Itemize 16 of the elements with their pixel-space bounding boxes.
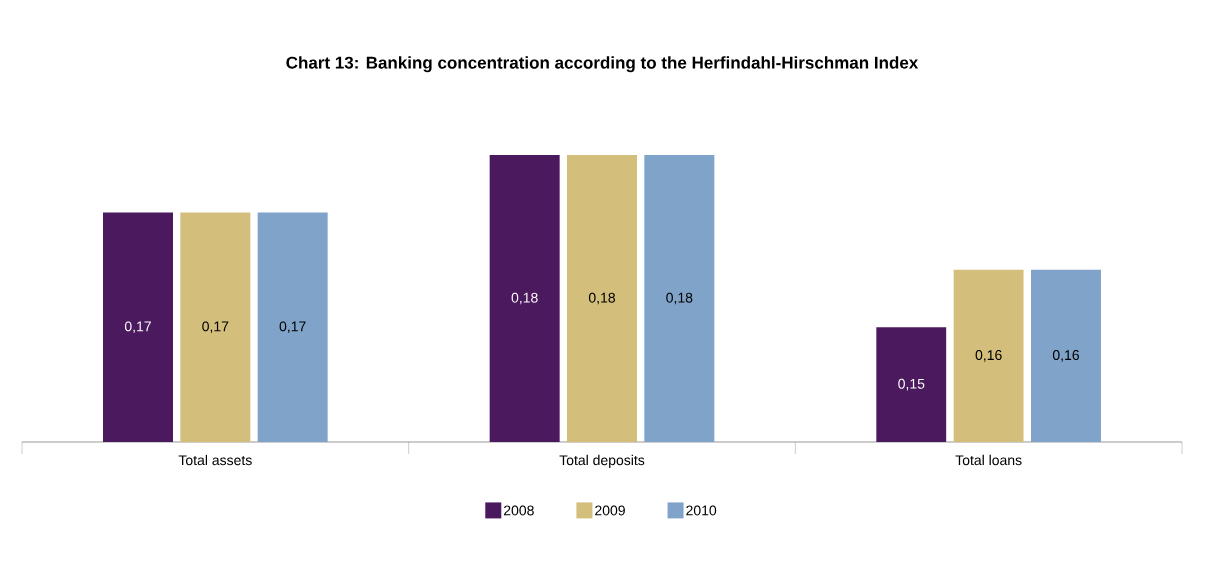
data-label: 0,16 [975,350,1002,362]
x-tick-label: Total assets [178,454,252,466]
data-label: 0,18 [666,292,693,305]
data-label: 0,18 [588,292,616,305]
data-label: 0,15 [898,378,925,391]
data-label: 0,16 [1052,350,1079,362]
data-label: 0,17 [279,321,306,333]
chart-title: Chart 13: Banking concentration according to the Herfindahl-Hirschman Index [286,56,919,73]
x-tick-label: Total deposits [559,454,645,468]
data-label: 0,17 [202,321,229,333]
legend-label: 2008 [503,505,534,516]
legend-label: 2010 [686,505,717,516]
legend-label: 2009 [595,505,625,516]
data-label: 0,17 [124,321,151,333]
x-tick-label: Total loans [955,454,1022,466]
data-label: 0,18 [511,292,538,305]
